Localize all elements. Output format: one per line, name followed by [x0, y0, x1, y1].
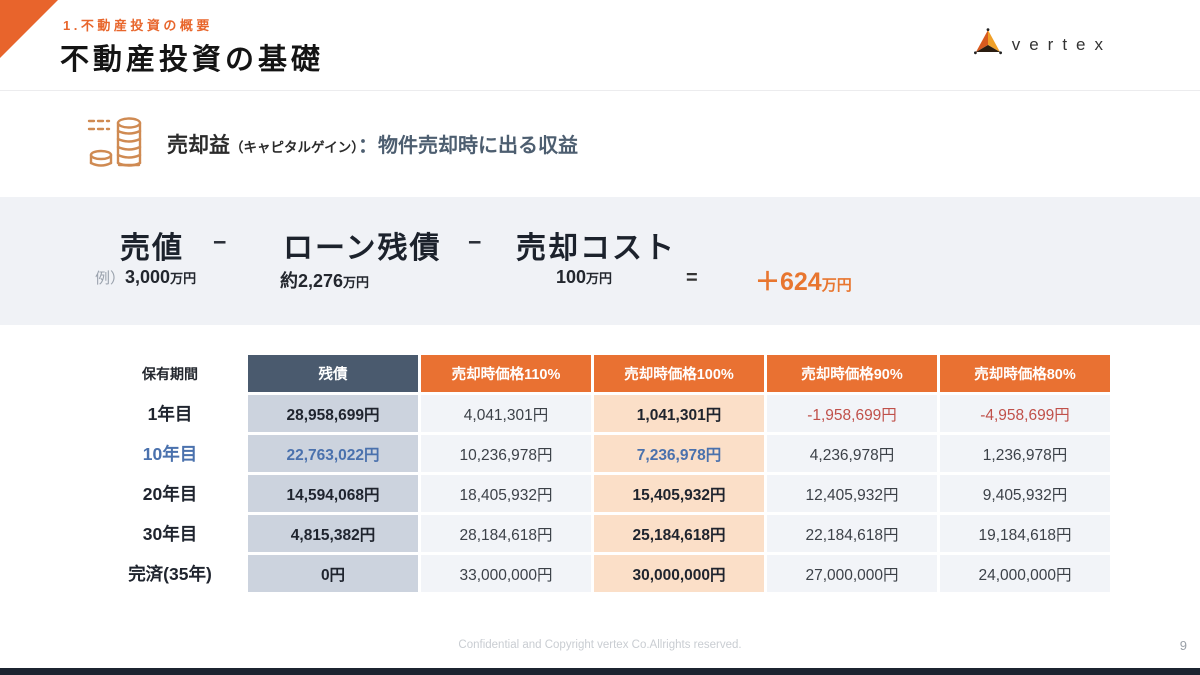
row-label: 30年目	[142, 524, 198, 544]
table-cell: 24,000,000円	[940, 555, 1110, 592]
table-cell: 30,000,000円	[594, 555, 764, 592]
table-cell: 4,815,382円	[248, 515, 418, 552]
table-cell: 22,184,618円	[767, 515, 937, 552]
page-title: 不動産投資の基礎	[60, 44, 325, 76]
table-cell: -1,958,699円	[767, 395, 937, 432]
col-header: 売却時価格80%	[940, 355, 1110, 392]
table-cell: 22,763,022円	[248, 435, 418, 472]
table-cell: 33,000,000円	[421, 555, 591, 592]
table-cell: 7,236,978円	[594, 435, 764, 472]
minus-sign: −	[468, 229, 482, 255]
table-cell: 0円	[248, 555, 418, 592]
comparison-table: 保有期間 残債 売却時価格110% 売却時価格100% 売却時価格90% 売却時価格80%…	[95, 355, 1110, 592]
table-cell: 4,041,301円	[421, 395, 591, 432]
equals-sign: =	[686, 267, 698, 289]
capital-gain-definition: ：物件売却時に出る収益	[357, 134, 578, 157]
corner-triangle-decoration	[0, 0, 58, 63]
col-header: 売却時価格110%	[421, 355, 591, 392]
table-cell: 12,405,932円	[767, 475, 937, 512]
row-label: 10年目	[142, 444, 198, 464]
vertex-logo: vertex	[973, 28, 1112, 61]
table-cell: 28,184,618円	[421, 515, 591, 552]
copyright-text: Confidential and Copyright vertex Co.All…	[458, 639, 742, 651]
minus-sign: −	[213, 229, 227, 255]
example-loan-balance: 約2,276万円	[280, 271, 370, 291]
table-cell: 18,405,932円	[421, 475, 591, 512]
capital-gain-term: 売却益	[167, 133, 230, 157]
example-sale-price: 例）3,000万円	[95, 267, 197, 287]
section-eyebrow: 1.不動産投資の概要	[63, 18, 213, 33]
table-cell: 19,184,618円	[940, 515, 1110, 552]
table-cell: 4,236,978円	[767, 435, 937, 472]
formula-band: 売値 − ローン残債 − 売却コスト 例）3,000万円 約2,276万円 10…	[0, 197, 1200, 325]
row-label: 完済(35年)	[128, 564, 212, 584]
capital-gain-heading: 売却益（キャピタルゲイン）：物件売却時に出る収益	[167, 129, 578, 159]
table-cell: 1,041,301円	[594, 395, 764, 432]
col-header: 売却時価格90%	[767, 355, 937, 392]
example-sale-cost: 100万円	[556, 267, 613, 287]
row-label: 1年目	[147, 404, 193, 424]
table-cell: 9,405,932円	[940, 475, 1110, 512]
col-header: 残債	[248, 355, 418, 392]
formula-term-loan-balance: ローン残債	[283, 232, 442, 265]
table-cell: 27,000,000円	[767, 555, 937, 592]
capital-gain-note: （キャピタルゲイン）	[230, 139, 358, 155]
row-label: 20年目	[142, 484, 198, 504]
formula-term-sale-cost: 売却コスト	[516, 232, 676, 265]
logo-wordmark: vertex	[1011, 34, 1112, 54]
bottom-bar	[0, 668, 1200, 675]
coin-stack-icon	[85, 109, 149, 178]
table-cell: -4,958,699円	[940, 395, 1110, 432]
col-header-holding-period: 保有期間	[142, 365, 198, 382]
formula-term-sale-price: 売値	[120, 232, 184, 265]
page-number: 9	[1179, 638, 1187, 653]
table-cell: 1,236,978円	[940, 435, 1110, 472]
table-cell: 15,405,932円	[594, 475, 764, 512]
table-cell: 25,184,618円	[594, 515, 764, 552]
capital-gain-section: 売却益（キャピタルゲイン）：物件売却時に出る収益	[0, 90, 1200, 197]
header: 1.不動産投資の概要 不動産投資の基礎 vertex	[0, 0, 1200, 91]
table-cell: 10,236,978円	[421, 435, 591, 472]
table-cell: 14,594,068円	[248, 475, 418, 512]
vertex-triangle-icon	[973, 28, 1003, 61]
col-header: 売却時価格100%	[594, 355, 764, 392]
formula-result: ＋624万円	[755, 268, 852, 296]
table-cell: 28,958,699円	[248, 395, 418, 432]
